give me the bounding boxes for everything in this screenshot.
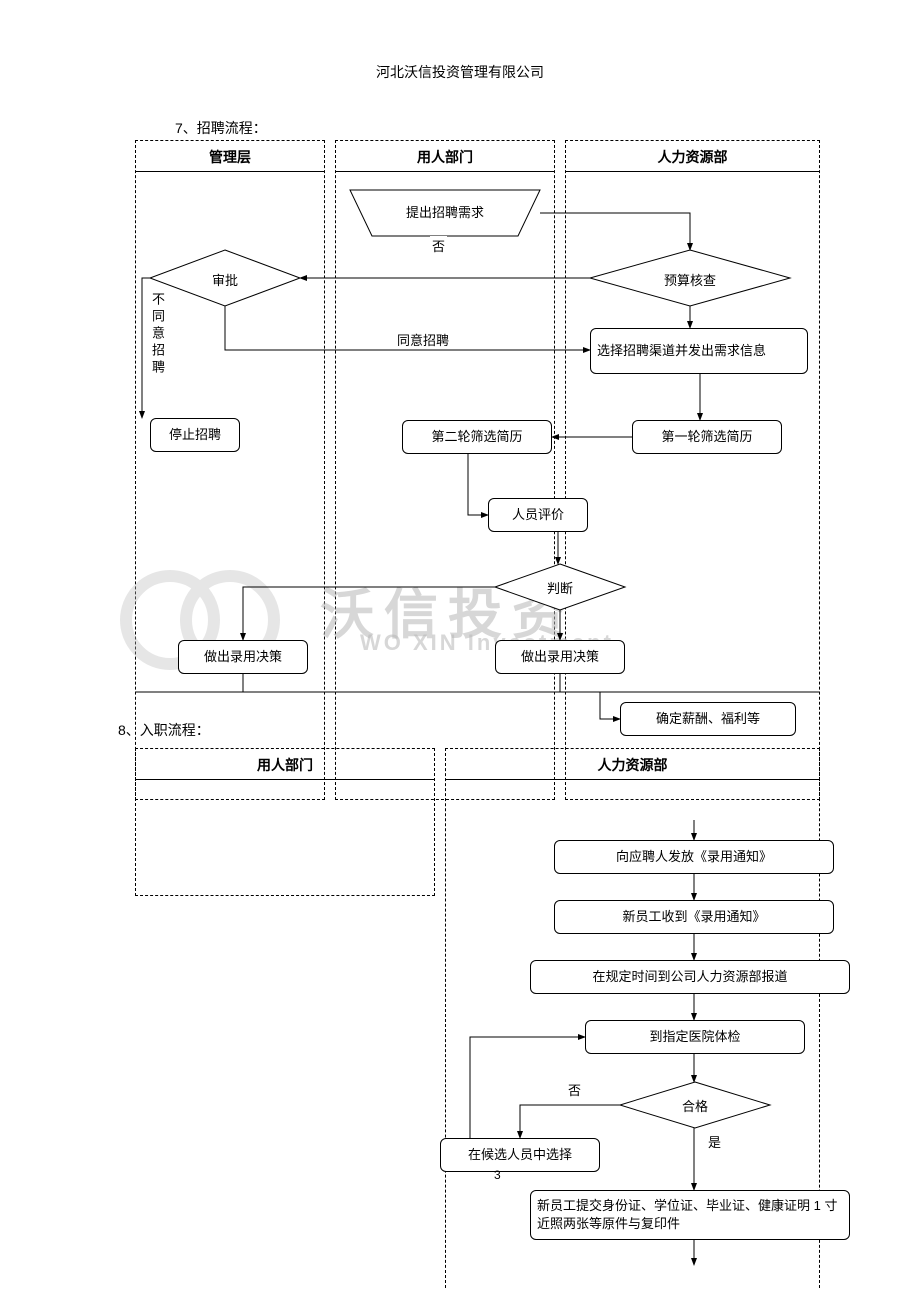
node-notice: 向应聘人发放《录用通知》 [554,840,834,874]
lane2-dept: 用人部门 [135,748,435,896]
page-number: 3 [494,1168,501,1182]
lane2-dept-title: 用人部门 [136,755,434,775]
node-need [350,190,540,236]
lane-rule [446,779,819,780]
company-header: 河北沃信投资管理有限公司 [0,62,920,82]
node-stop: 停止招聘 [150,418,240,452]
node-hire2: 做出录用决策 [495,640,625,674]
node-medical: 到指定医院体检 [585,1020,805,1054]
lane-rule [336,171,554,172]
node-submit: 新员工提交身份证、学位证、毕业证、健康证明 1 寸近照两张等原件与复印件 [530,1190,850,1240]
lane-rule [136,171,324,172]
page: 河北沃信投资管理有限公司 7、招聘流程： 管理层 用人部门 人力资源部 沃信投资… [0,0,920,1302]
node-channel: 选择招聘渠道并发出需求信息 [590,328,808,374]
node-pass [620,1082,770,1128]
edge-no: 否 [430,236,447,255]
node-hire1: 做出录用决策 [178,640,308,674]
node-first: 第一轮筛选简历 [632,420,782,454]
edge2-no: 否 [566,1080,583,1099]
lane-dept-title: 用人部门 [336,147,554,167]
node-budget [590,250,790,306]
edge2-yes: 是 [706,1132,723,1151]
node-judge [495,564,625,610]
lane-mgmt-title: 管理层 [136,147,324,167]
lane-hr: 人力资源部 [565,140,820,800]
lane-hr-title: 人力资源部 [566,147,819,167]
lane-mgmt: 管理层 [135,140,325,800]
node-cand: 在候选人员中选择 [440,1138,600,1172]
node-recv: 新员工收到《录用通知》 [554,900,834,934]
edge-disagree: 不同意招聘 [148,292,167,377]
edge-agree: 同意招聘 [395,330,451,349]
node-eval: 人员评价 [488,498,588,532]
lane2-hr-title: 人力资源部 [446,755,819,775]
section-8-label: 8、入职流程： [118,720,210,740]
node-salary: 确定薪酬、福利等 [620,702,796,736]
lane-rule [566,171,819,172]
node-report: 在规定时间到公司人力资源部报道 [530,960,850,994]
lane-rule [136,779,434,780]
node-approve [150,250,300,306]
node-second: 第二轮筛选简历 [402,420,552,454]
section-7-label: 7、招聘流程： [175,118,267,138]
